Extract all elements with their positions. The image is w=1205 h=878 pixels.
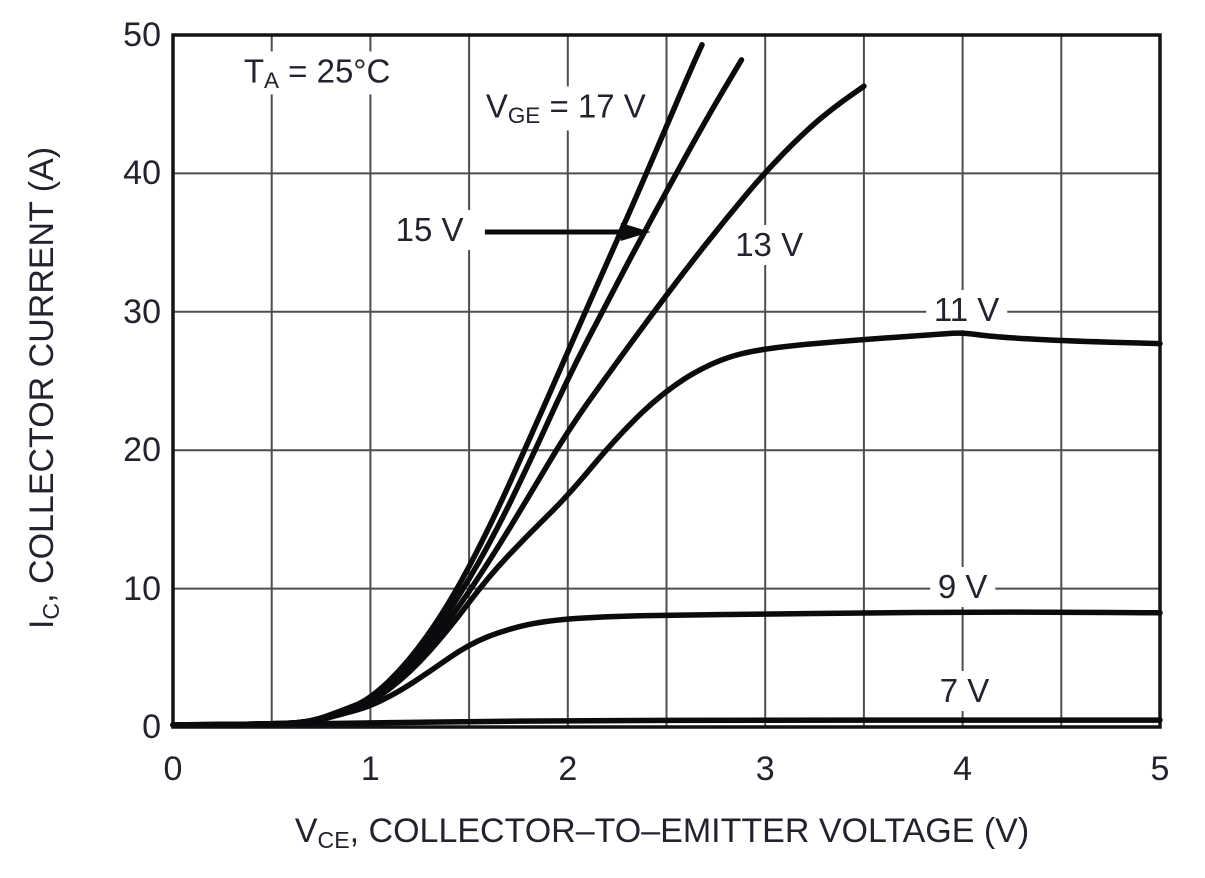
curve-vge-15v bbox=[170, 57, 745, 728]
arrow-head bbox=[620, 222, 651, 241]
gridlines bbox=[173, 35, 1160, 727]
curves bbox=[170, 41, 1163, 728]
curve-vge-17v bbox=[170, 41, 705, 728]
curve-vge-7v bbox=[170, 717, 1163, 728]
plot-frame bbox=[171, 33, 1162, 729]
annotation-arrow-15v bbox=[484, 222, 651, 241]
